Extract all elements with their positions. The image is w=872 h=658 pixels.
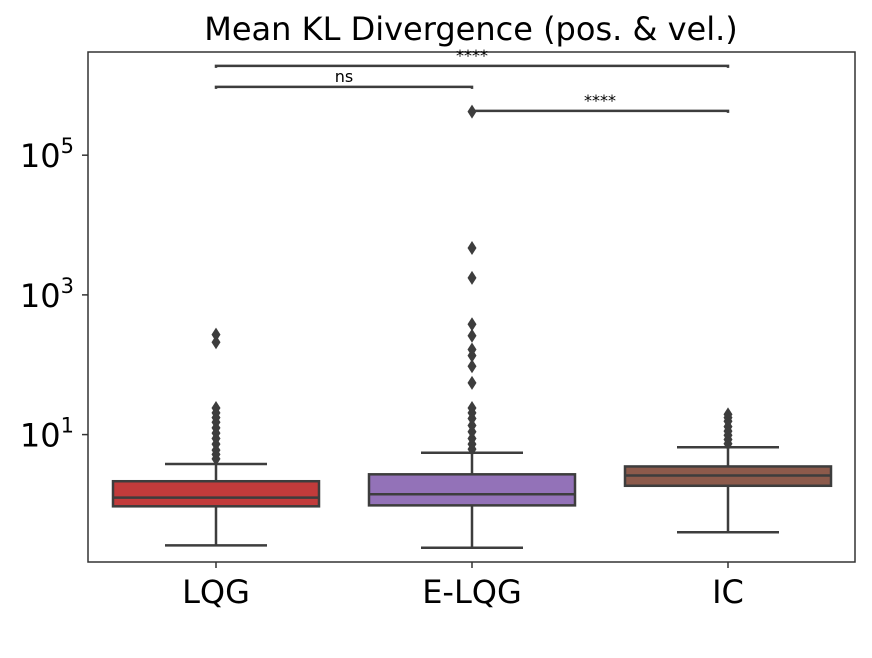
significance-label: ns [335,67,353,86]
outlier-point [211,401,221,416]
outlier-point [467,240,477,255]
significance-bracket [214,64,730,68]
significance-label: **** [456,46,488,65]
x-tick-label: E-LQG [422,573,522,611]
outlier-point [211,327,221,342]
box-lqg [111,479,321,508]
outlier-point [211,335,221,350]
significance-bracket [470,109,730,113]
outlier-point [467,328,477,343]
significance-label: **** [584,91,616,110]
y-tick-label: 103 [20,274,74,315]
x-tick-label: IC [712,573,744,611]
y-tick-label: 105 [20,134,74,175]
outlier-point [467,401,477,416]
box-e-lqg [367,473,577,507]
outlier-point [467,342,477,357]
plot-area: 101 103 105 LQG E-LQG IC ns **** **** [20,46,856,611]
y-tick-label: 101 [20,414,74,455]
outlier-point [467,270,477,285]
outlier-point [723,407,733,422]
outlier-point [467,359,477,374]
x-tick-label: LQG [182,573,250,611]
outlier-point [467,375,477,390]
outlier-point [467,317,477,332]
significance-bracket [214,85,474,89]
chart-title: Mean KL Divergence (pos. & vel.) [204,10,738,48]
